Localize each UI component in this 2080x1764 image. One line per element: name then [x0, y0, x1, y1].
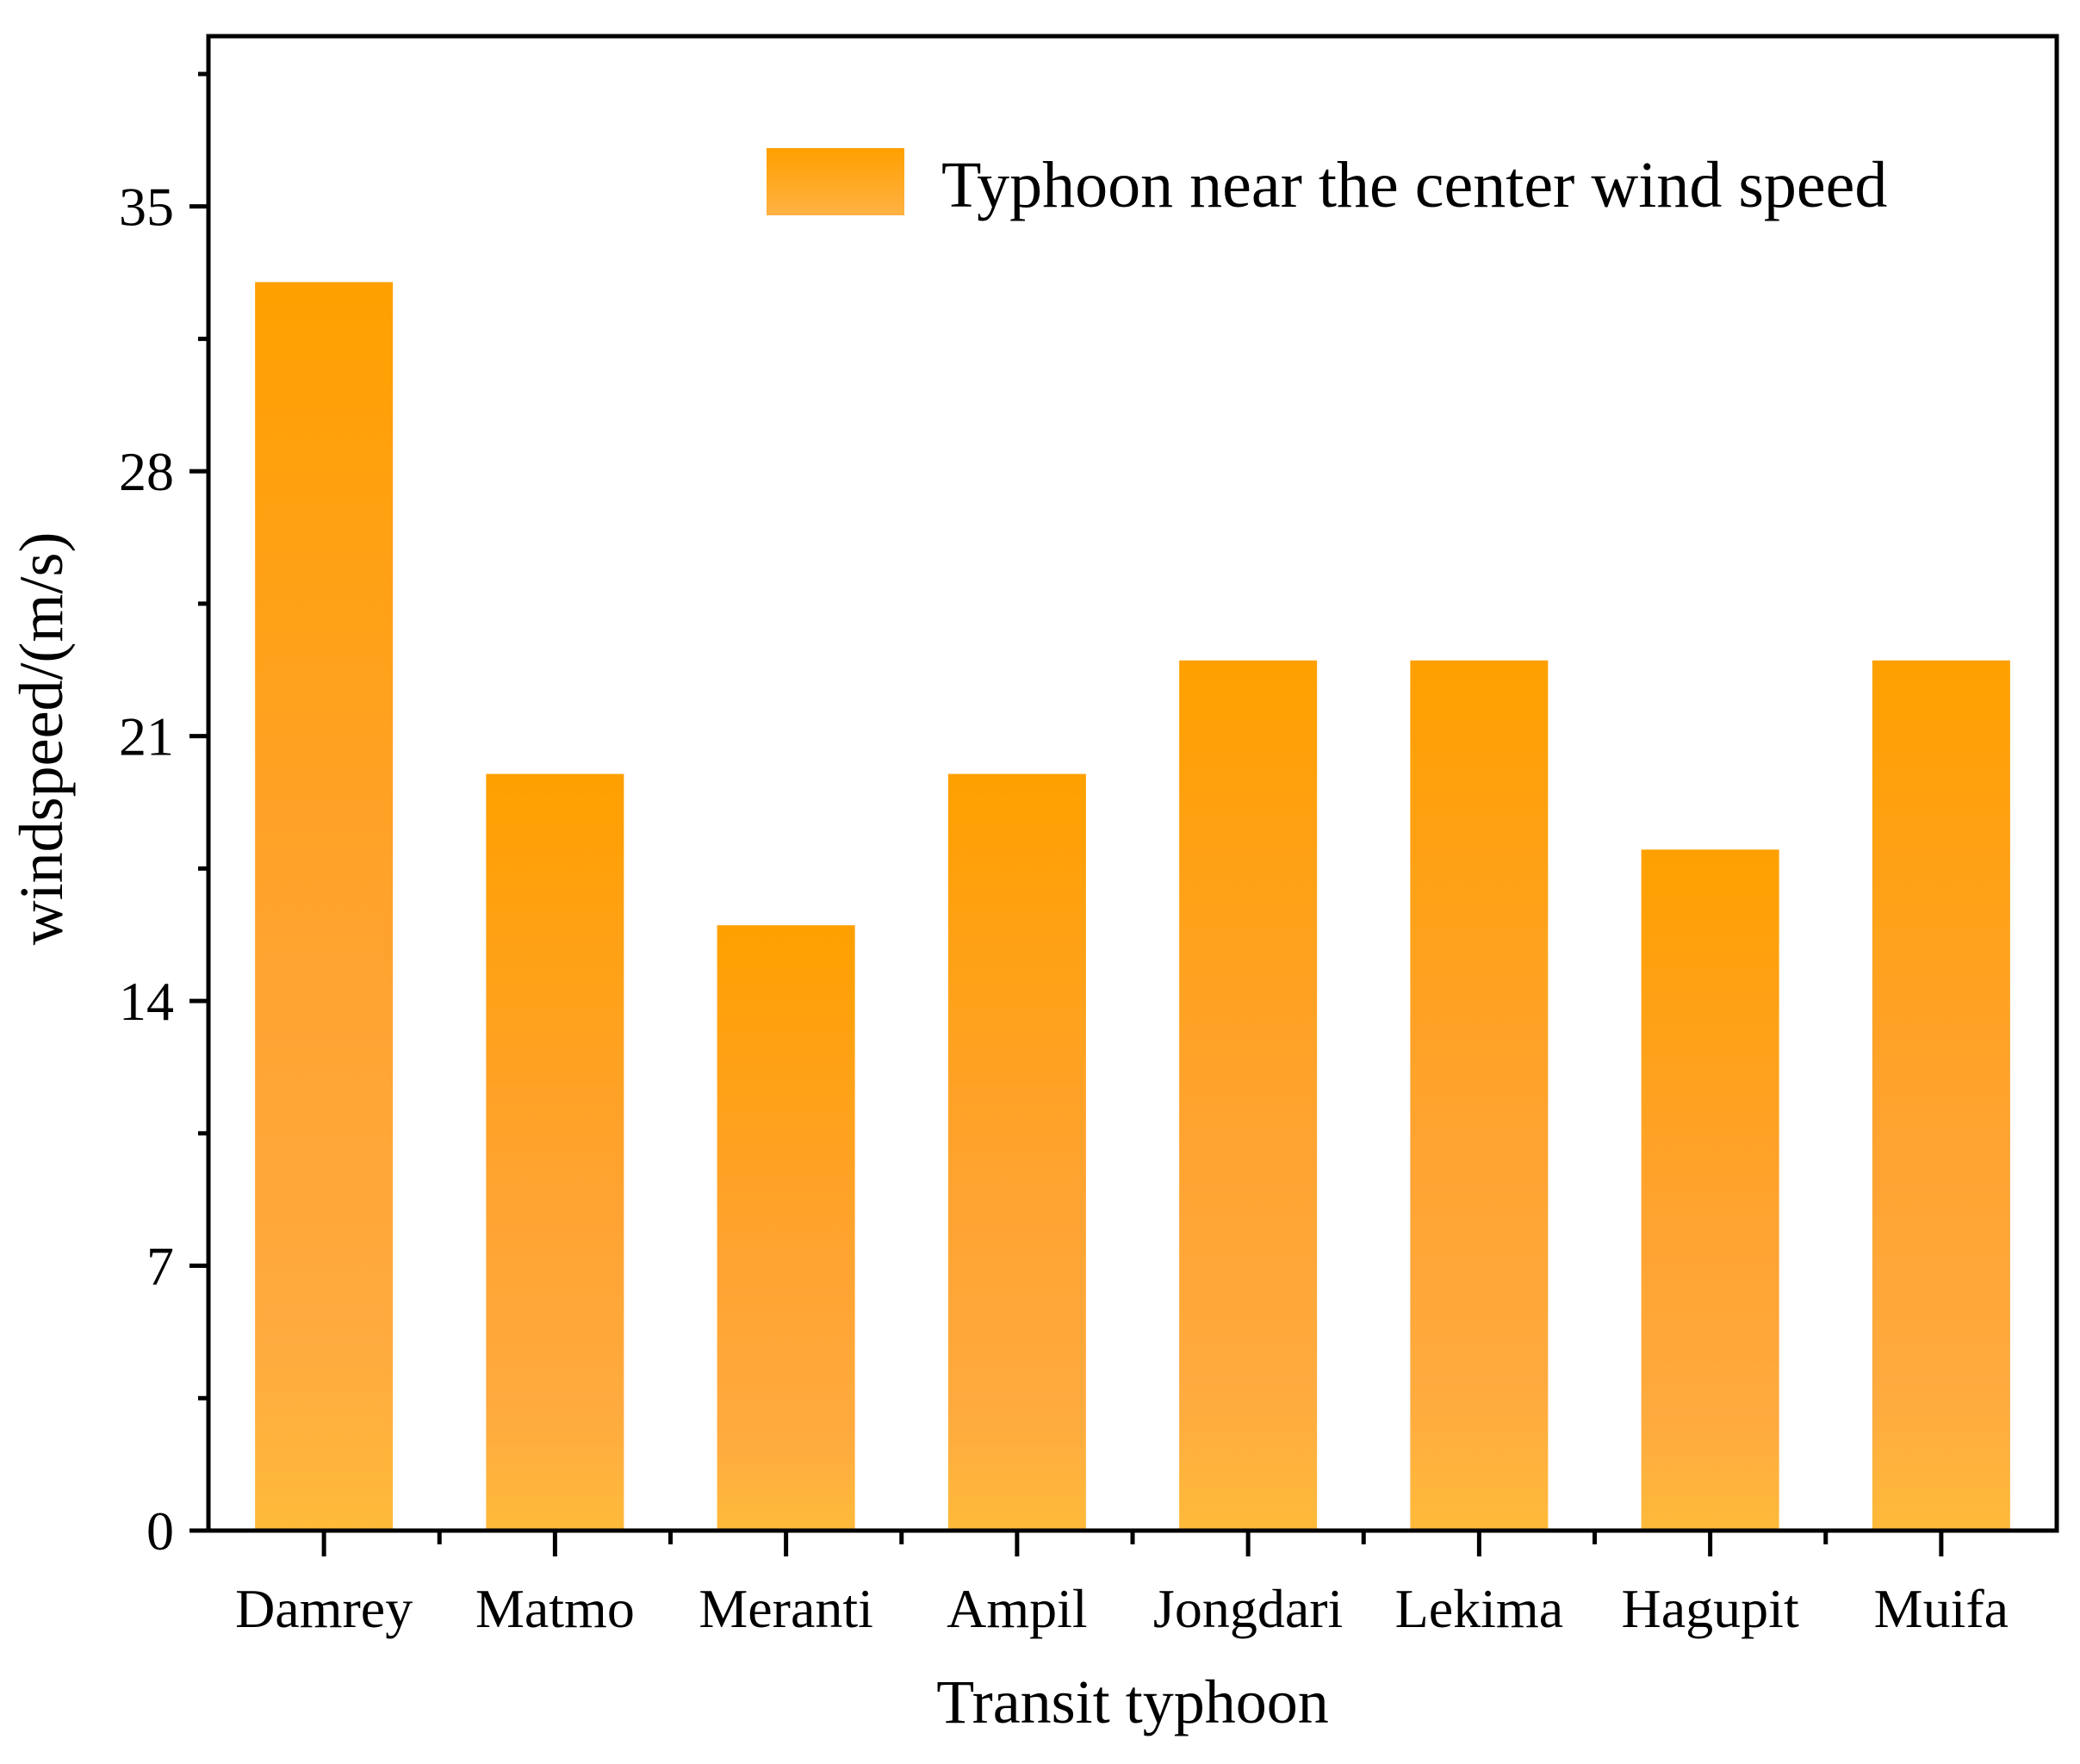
- y-axis-ticks: 0 7 14 21 28 35: [119, 71, 208, 1562]
- bar-lekima: [1410, 660, 1549, 1531]
- x-tick-label: Hagupit: [1622, 1578, 1799, 1639]
- y-tick-label: 28: [119, 441, 174, 502]
- x-tick-label: Jongdari: [1153, 1578, 1343, 1639]
- y-tick-label: 14: [119, 971, 174, 1032]
- y-tick-label: 21: [119, 706, 174, 767]
- x-tick-label: Ampil: [947, 1578, 1088, 1639]
- x-tick-label: Muifa: [1874, 1578, 2009, 1639]
- plot-frame: [206, 34, 2059, 1533]
- y-tick-label: 7: [146, 1236, 174, 1297]
- x-tick-label: Damrey: [235, 1578, 413, 1639]
- bar-matmo: [486, 773, 624, 1531]
- x-axis-ticks: Damrey Matmo Meranti Ampil Jongdari Lekima Hag…: [235, 1531, 2009, 1639]
- legend: Typhoon near the center wind speed: [767, 148, 1887, 221]
- bars-layer: [255, 282, 2010, 1531]
- y-axis-title: windspeed/(m/s): [7, 531, 76, 945]
- bar-hagupit: [1641, 849, 1779, 1531]
- x-tick-label: Matmo: [475, 1578, 635, 1639]
- x-tick-label: Lekima: [1395, 1578, 1563, 1639]
- x-tick-label: Meranti: [699, 1578, 873, 1639]
- bar-jongdari: [1179, 660, 1318, 1531]
- legend-label: Typhoon near the center wind speed: [941, 149, 1887, 221]
- bar-muifa: [1872, 660, 2010, 1531]
- y-tick-label: 35: [119, 177, 174, 238]
- x-axis-title: Transit typhoon: [936, 1668, 1328, 1736]
- bar-ampil: [947, 773, 1086, 1531]
- bar-meranti: [717, 925, 855, 1531]
- y-tick-label: 0: [146, 1500, 174, 1562]
- bar-damrey: [255, 282, 394, 1531]
- legend-swatch: [767, 148, 904, 215]
